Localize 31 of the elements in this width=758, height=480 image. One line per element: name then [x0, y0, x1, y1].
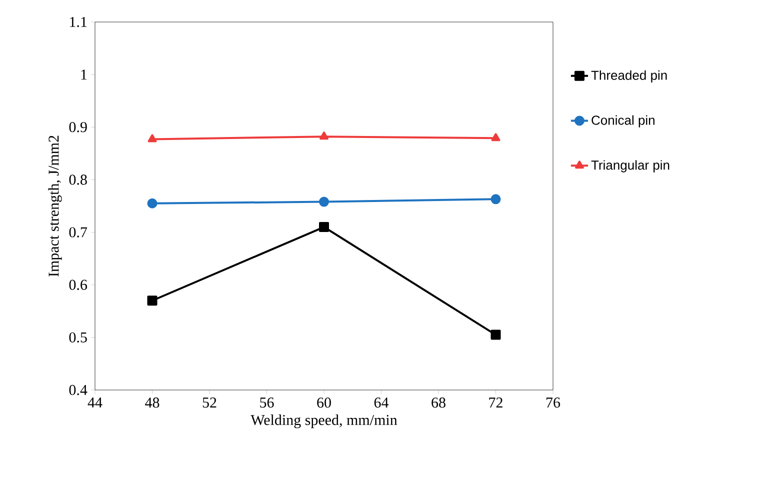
- point: [147, 198, 158, 208]
- x-tick-label: 60: [317, 398, 331, 408]
- x-tick-label: 76: [546, 398, 560, 408]
- legend-label: Threaded pin: [591, 70, 667, 82]
- x-tick-label: 72: [489, 398, 502, 408]
- y-tick-label: 0.6: [69, 280, 88, 290]
- point: [319, 222, 329, 232]
- x-tick-label: 48: [145, 398, 160, 408]
- legend-label: Triangular pin: [591, 160, 670, 172]
- point: [320, 132, 328, 140]
- legend-label: Conical pin: [592, 115, 654, 128]
- point: [490, 194, 501, 204]
- y-tick-label: 1: [81, 70, 87, 80]
- y-tick-label: 0.9: [69, 122, 87, 132]
- y-tick-label: 0.8: [69, 174, 87, 185]
- point: [319, 196, 329, 207]
- point: [490, 330, 501, 340]
- x-tick-label: 56: [260, 398, 274, 408]
- x-tick-label: 68: [432, 398, 446, 408]
- point: [148, 134, 157, 142]
- y-tick-label: 1.1: [70, 16, 87, 28]
- y-tick-label: 0.5: [69, 332, 87, 343]
- y-tick-label: 0.7: [69, 227, 88, 238]
- y-tick-label: 0.4: [69, 384, 88, 396]
- y-axis-title: Impact strength, J/mm2: [48, 136, 62, 276]
- x-tick-label: 64: [374, 398, 389, 408]
- point: [491, 133, 500, 142]
- point: [147, 296, 158, 306]
- x-tick-label: 44: [88, 398, 102, 408]
- x-axis-title: Welding speed, mm/min: [250, 414, 398, 428]
- x-tick-label: 52: [202, 398, 216, 408]
